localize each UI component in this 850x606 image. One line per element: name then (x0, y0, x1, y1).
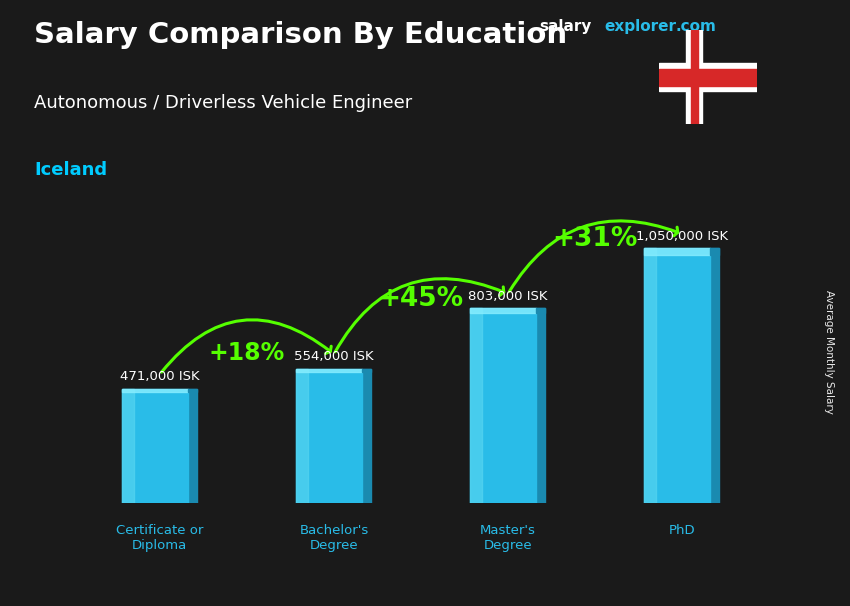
Text: Certificate or
Diploma: Certificate or Diploma (116, 524, 203, 551)
Text: PhD: PhD (669, 524, 695, 536)
Bar (296, 368, 308, 503)
FancyArrowPatch shape (162, 320, 332, 372)
Text: Autonomous / Driverless Vehicle Engineer: Autonomous / Driverless Vehicle Engineer (34, 94, 412, 112)
Bar (536, 308, 545, 313)
Bar (362, 368, 371, 372)
Bar (189, 389, 197, 503)
Text: Salary Comparison By Education: Salary Comparison By Education (34, 21, 567, 49)
Text: 1,050,000 ISK: 1,050,000 ISK (636, 230, 728, 243)
Bar (644, 248, 711, 255)
Text: +45%: +45% (378, 287, 463, 312)
Bar (644, 248, 656, 503)
Bar (711, 248, 719, 255)
FancyArrowPatch shape (509, 221, 677, 291)
Bar (711, 248, 719, 503)
Text: 554,000 ISK: 554,000 ISK (294, 350, 374, 364)
Text: +18%: +18% (209, 341, 285, 365)
Bar (362, 368, 371, 503)
Text: Master's
Degree: Master's Degree (480, 524, 536, 551)
Bar (470, 308, 482, 503)
Bar (122, 389, 189, 503)
Text: Iceland: Iceland (34, 161, 107, 179)
Bar (659, 69, 756, 85)
Text: Average Monthly Salary: Average Monthly Salary (824, 290, 834, 413)
Bar (659, 64, 756, 91)
Bar (536, 308, 545, 503)
Bar (470, 308, 536, 503)
Bar (296, 368, 362, 372)
Bar (644, 248, 711, 503)
Text: .com: .com (676, 19, 717, 35)
Bar (691, 30, 698, 124)
Text: +31%: +31% (552, 226, 638, 251)
Bar (296, 368, 362, 503)
Bar (686, 30, 702, 124)
Bar (122, 389, 189, 391)
Text: salary: salary (540, 19, 592, 35)
Text: 471,000 ISK: 471,000 ISK (120, 370, 200, 384)
Bar (189, 389, 197, 391)
Text: 803,000 ISK: 803,000 ISK (468, 290, 547, 303)
Bar (470, 308, 536, 313)
Text: explorer: explorer (604, 19, 677, 35)
Bar (122, 389, 134, 503)
Text: Bachelor's
Degree: Bachelor's Degree (299, 524, 369, 551)
FancyArrowPatch shape (335, 279, 504, 351)
